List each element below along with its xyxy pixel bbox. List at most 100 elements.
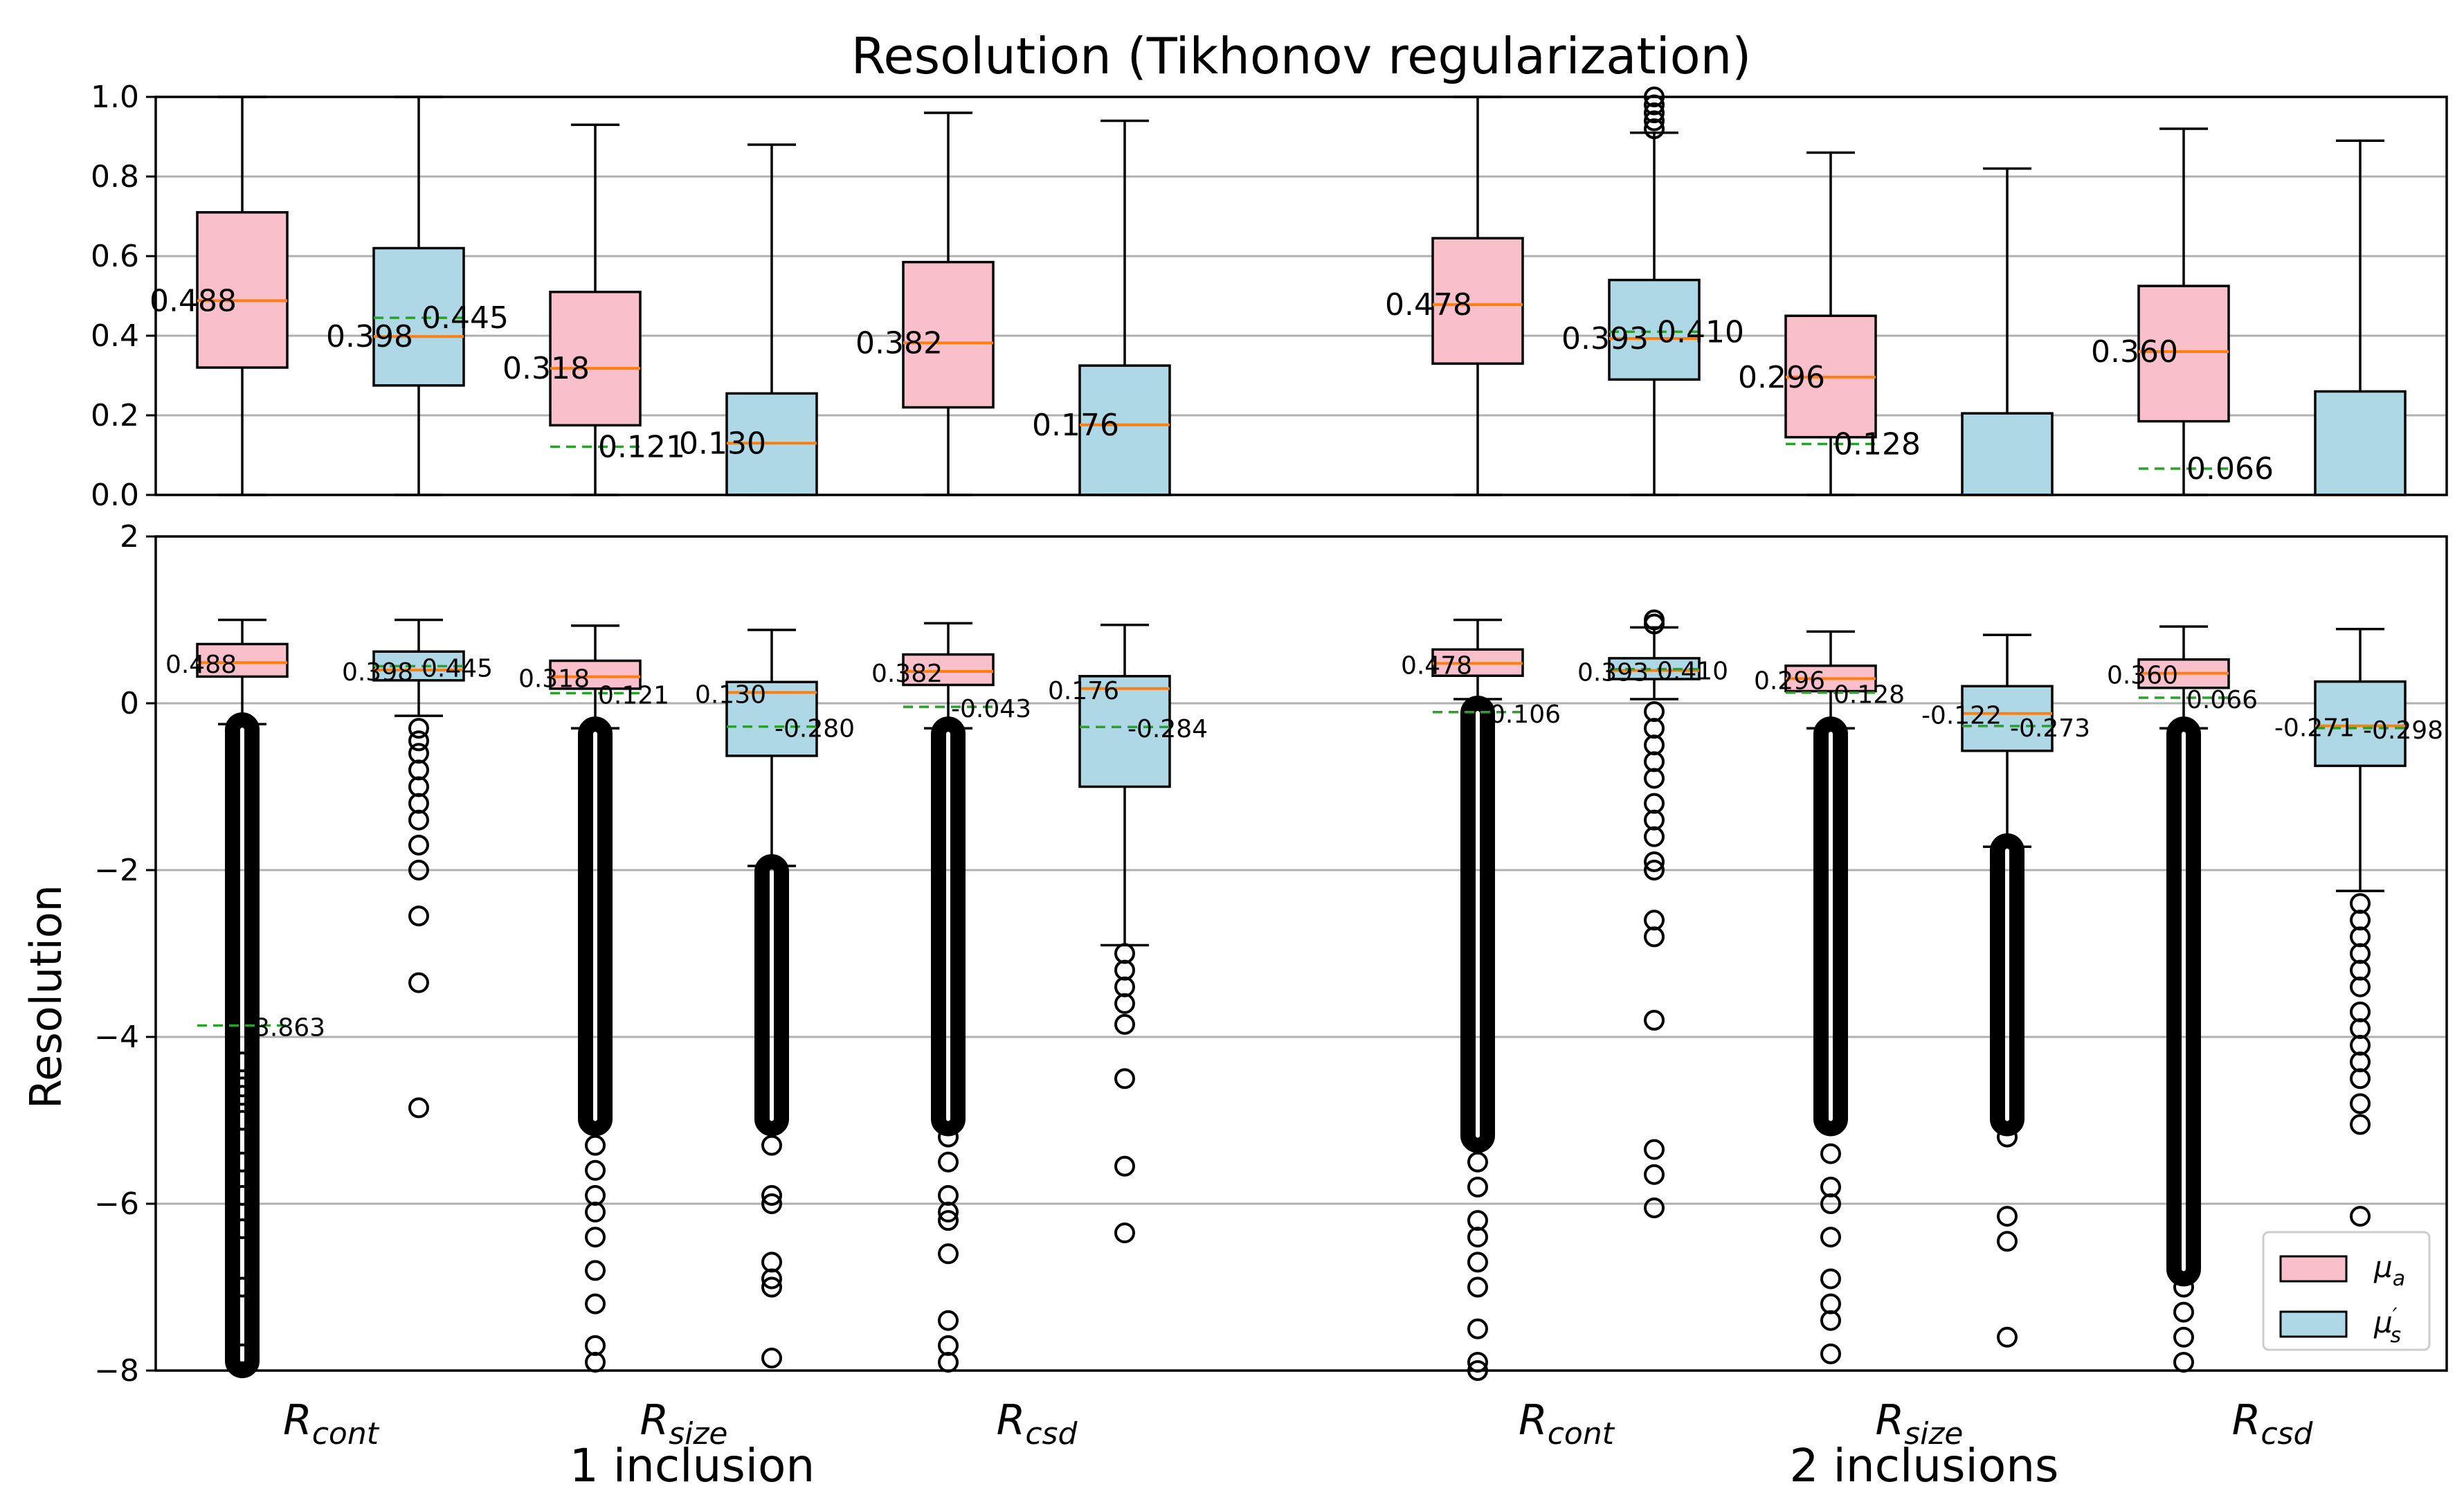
box-mu_s: 0.393 0.410	[1577, 609, 1728, 1219]
box-mu_a: 0.382	[855, 111, 995, 496]
box-iqr	[2314, 680, 2407, 768]
median-value-label: 0.478	[1401, 651, 1472, 680]
median-value-label: 0.382	[871, 660, 943, 688]
flier-point	[761, 1276, 782, 1298]
box-mu_s: -0.122 -0.273	[1921, 633, 2090, 1348]
box-mu_s: -0.271 -0.298	[2274, 628, 2443, 1227]
flier-point	[585, 1184, 606, 1206]
y-tick-label: 0.8	[91, 159, 139, 195]
flier-point	[1644, 1198, 1665, 1219]
box-mu_s: 0.130 -0.280	[695, 629, 855, 1368]
flier-point	[1820, 1310, 1841, 1331]
flier-cluster	[225, 712, 260, 1378]
y-tick-label: −2	[94, 853, 139, 888]
flier-point	[232, 1076, 253, 1098]
flier-point	[408, 1097, 429, 1119]
flier-point	[1467, 1151, 1488, 1173]
flier-point	[585, 1202, 606, 1223]
flier-point	[1644, 926, 1665, 948]
mean-value-label: 0.410	[1657, 658, 1728, 686]
median-value-label: -0.122	[1921, 702, 2002, 730]
flier-point	[2350, 1114, 2371, 1135]
box-mu_s: 0.176 -0.284	[1048, 623, 1208, 1244]
flier-point	[1644, 860, 1665, 880]
median-value-label: 0.488	[150, 283, 237, 318]
flier-point	[761, 1268, 782, 1290]
median-value-label: 0.296	[1738, 360, 1825, 395]
plot-area: 0.00.20.40.60.81.00.4880.3980.4450.3180.…	[91, 80, 2448, 1492]
flier-point	[2173, 1326, 2194, 1348]
flier-point	[761, 1135, 782, 1156]
box-mu_a: 0.488	[150, 96, 289, 496]
mean-value-label: 0.128	[1833, 681, 1905, 710]
flier-point	[938, 1210, 959, 1231]
flier-point	[761, 1193, 782, 1214]
box-iqr	[1431, 237, 1524, 365]
mean-value-label: -3.863	[245, 1013, 325, 1042]
box-mu_a: 0.488 -3.863	[165, 618, 325, 1378]
median-value-label: 0.393	[1561, 321, 1649, 356]
median-value-label: 0.176	[1032, 408, 1119, 443]
legend-swatch	[2279, 1255, 2348, 1283]
flier-point	[1114, 1068, 1135, 1090]
flier-cluster	[1813, 716, 1848, 1137]
flier-point	[232, 1276, 253, 1298]
flier-point	[1114, 1013, 1135, 1035]
box-iqr	[1961, 685, 2054, 752]
flier-point	[2350, 976, 2371, 997]
flier-point	[1644, 1164, 1665, 1185]
flier-point	[585, 1293, 606, 1314]
median-value-label: 0.398	[326, 319, 413, 354]
box-iqr	[196, 211, 289, 369]
flier-point	[232, 1151, 253, 1173]
flier-point	[232, 1343, 253, 1364]
flier-point	[761, 1347, 782, 1368]
box-iqr	[902, 260, 995, 409]
flier-point	[408, 972, 429, 993]
y-tick-label: −6	[94, 1186, 139, 1222]
box-mu_s: 0.398 0.445	[342, 618, 493, 1119]
median-value-label: 0.398	[342, 658, 413, 687]
box-iqr	[2137, 284, 2230, 423]
panel-top: 0.00.20.40.60.81.00.4880.3980.4450.3180.…	[91, 80, 2448, 513]
flier-cluster	[931, 716, 966, 1137]
box-mu_a: 0.478	[1385, 96, 1524, 496]
x-tick-label: Rcont	[1519, 1396, 1615, 1452]
box-mu_a: 0.382 -0.043	[871, 622, 1031, 1373]
y-tick-label: 0.2	[91, 398, 139, 433]
y-tick-label: 0.6	[91, 239, 139, 274]
flier-point	[408, 730, 429, 752]
flier-cluster	[2166, 716, 2201, 1287]
box-mu_a: 0.478 -0.106	[1401, 618, 1561, 1381]
median-value-label: 0.360	[2091, 334, 2178, 370]
flier-point	[1820, 1193, 1841, 1214]
flier-point	[1997, 1126, 2018, 1148]
flier-point	[1644, 826, 1665, 847]
mean-value-label: 0.066	[2186, 451, 2274, 487]
median-value-label: 0.488	[165, 651, 237, 679]
flier-point	[232, 1218, 253, 1240]
flier-point	[938, 1202, 959, 1223]
mean-value-label: -0.298	[2363, 716, 2443, 745]
y-tick-label: 0	[120, 686, 139, 721]
flier-point	[1997, 1326, 2018, 1348]
y-tick-label: 1.0	[91, 80, 139, 115]
flier-point	[1114, 1155, 1135, 1177]
flier-point	[1467, 1252, 1488, 1273]
mean-value-label: -0.284	[1127, 715, 1208, 743]
flier-cluster	[754, 854, 789, 1137]
flier-point	[1997, 1231, 2018, 1252]
flier-point	[1644, 851, 1665, 872]
mean-value-label: 0.121	[598, 681, 669, 710]
flier-point	[585, 1135, 606, 1156]
flier-point	[585, 1159, 606, 1181]
box-iqr	[1608, 278, 1701, 381]
x-tick-label: Rcont	[283, 1396, 380, 1452]
flier-point	[408, 718, 429, 739]
flier-point	[1820, 1343, 1841, 1364]
mean-value-label: 0.445	[422, 300, 509, 336]
box-iqr	[372, 246, 465, 387]
y-tick-label: −8	[94, 1353, 139, 1389]
flier-point	[938, 1126, 959, 1148]
